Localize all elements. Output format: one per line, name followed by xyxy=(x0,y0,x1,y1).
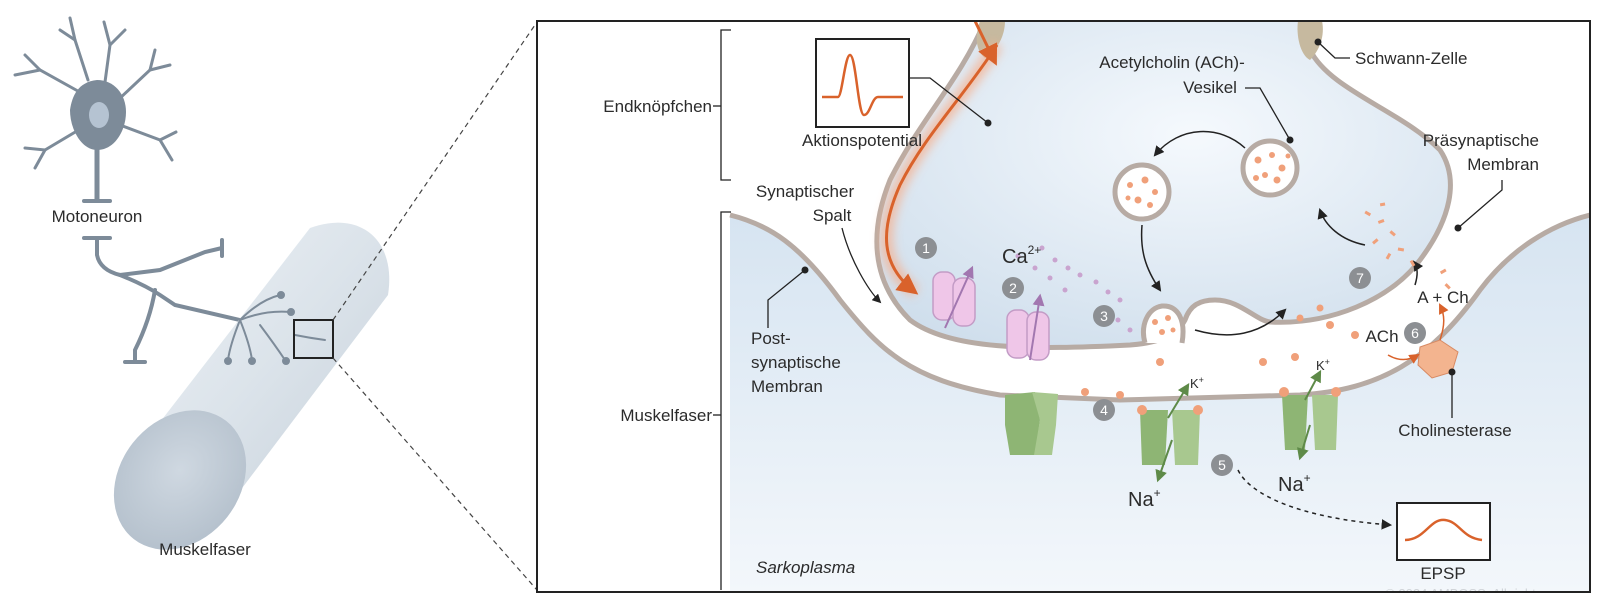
svg-text:6: 6 xyxy=(1411,325,1419,341)
ach-molecules xyxy=(1081,304,1359,399)
ach-vesikel-label-line1: Acetylcholin (ACh)- xyxy=(1099,53,1245,72)
step-badge-5: 5 xyxy=(1211,454,1233,476)
vesicle-right xyxy=(1240,138,1300,198)
svg-text:1: 1 xyxy=(922,240,930,256)
synaptischer-spalt-label-line2: Spalt xyxy=(813,206,852,225)
ach-label: ACh xyxy=(1365,327,1398,346)
step-badge-4: 4 xyxy=(1093,399,1115,421)
step-badge-7: 7 xyxy=(1349,267,1371,289)
calcium-channel-2 xyxy=(1006,293,1050,361)
vesicle-left xyxy=(1112,162,1172,222)
muskelfaser-overview-label: Muskelfaser xyxy=(159,540,251,559)
ach-receptor-open-2 xyxy=(1279,369,1341,461)
epsp-arrow xyxy=(1237,469,1393,530)
ach-vesikel-label-line2: Vesikel xyxy=(1183,78,1237,97)
brackets xyxy=(713,29,731,590)
svg-text:4: 4 xyxy=(1100,402,1108,418)
epsp-label: EPSP xyxy=(1420,564,1465,583)
potassium-ion-label-1: K+ xyxy=(1190,375,1204,391)
prae-label-line2: Membran xyxy=(1467,155,1539,174)
ach-receptor-closed xyxy=(1005,392,1058,455)
post-label-line1: Post- xyxy=(751,329,791,348)
svg-text:2: 2 xyxy=(1009,280,1017,296)
a-plus-ch-label: A + Ch xyxy=(1417,288,1469,307)
svg-text:3: 3 xyxy=(1100,308,1108,324)
fusing-vesicle xyxy=(1141,303,1186,344)
schwann-label: Schwann-Zelle xyxy=(1355,49,1467,68)
sodium-ion-label-2: Na+ xyxy=(1278,471,1311,496)
aktionspotential-label: Aktionspotential xyxy=(802,131,922,150)
potassium-ion-label-2: K+ xyxy=(1316,357,1330,373)
epsp-graph xyxy=(1396,502,1491,561)
svg-text:5: 5 xyxy=(1218,457,1226,473)
calcium-channel-1 xyxy=(932,265,976,329)
post-label-line2: synaptische xyxy=(751,353,841,372)
presynaptic-membrane xyxy=(874,21,1453,350)
copyright-text: © 2024 AMBOSS. All rights reserved. xyxy=(1385,586,1600,600)
step-badges: 1 2 3 4 5 6 7 xyxy=(915,237,1426,476)
synapse-detail-panel: © 2024 AMBOSS. All rights reserved. xyxy=(537,21,1600,600)
step-badge-6: 6 xyxy=(1404,322,1426,344)
sodium-ion-label-1: Na+ xyxy=(1128,486,1161,511)
split-fragments xyxy=(1364,202,1451,290)
zoom-box xyxy=(293,319,334,359)
action-potential-wave xyxy=(885,44,999,295)
step-badge-2: 2 xyxy=(1002,277,1024,299)
motoneuron-label: Motoneuron xyxy=(52,207,143,226)
step-badge-3: 3 xyxy=(1093,305,1115,327)
sarkoplasma-label: Sarkoplasma xyxy=(756,558,855,577)
endknoepfchen-label: Endknöpfchen xyxy=(603,97,712,116)
aktionspotential-graph xyxy=(815,38,910,128)
post-label-line3: Membran xyxy=(751,377,823,396)
calcium-ion-label: Ca2+ xyxy=(1002,243,1041,268)
schwann-cell-right xyxy=(1297,21,1323,60)
step-badge-1: 1 xyxy=(915,237,937,259)
motoneuron xyxy=(13,16,322,364)
muskelfaser-bracket-label: Muskelfaser xyxy=(620,406,712,425)
cholinesterase-label: Cholinesterase xyxy=(1398,421,1511,440)
svg-text:7: 7 xyxy=(1356,270,1364,286)
muscle-fiber-cylinder xyxy=(113,222,390,550)
zoom-lines xyxy=(332,21,538,591)
postsynaptic-membrane xyxy=(729,212,1590,403)
synaptischer-spalt-label-line1: Synaptischer xyxy=(756,182,855,201)
ach-receptor-open-1 xyxy=(1137,382,1203,483)
prae-label-line1: Präsynaptische xyxy=(1423,131,1539,150)
detail-frame xyxy=(536,20,1591,593)
